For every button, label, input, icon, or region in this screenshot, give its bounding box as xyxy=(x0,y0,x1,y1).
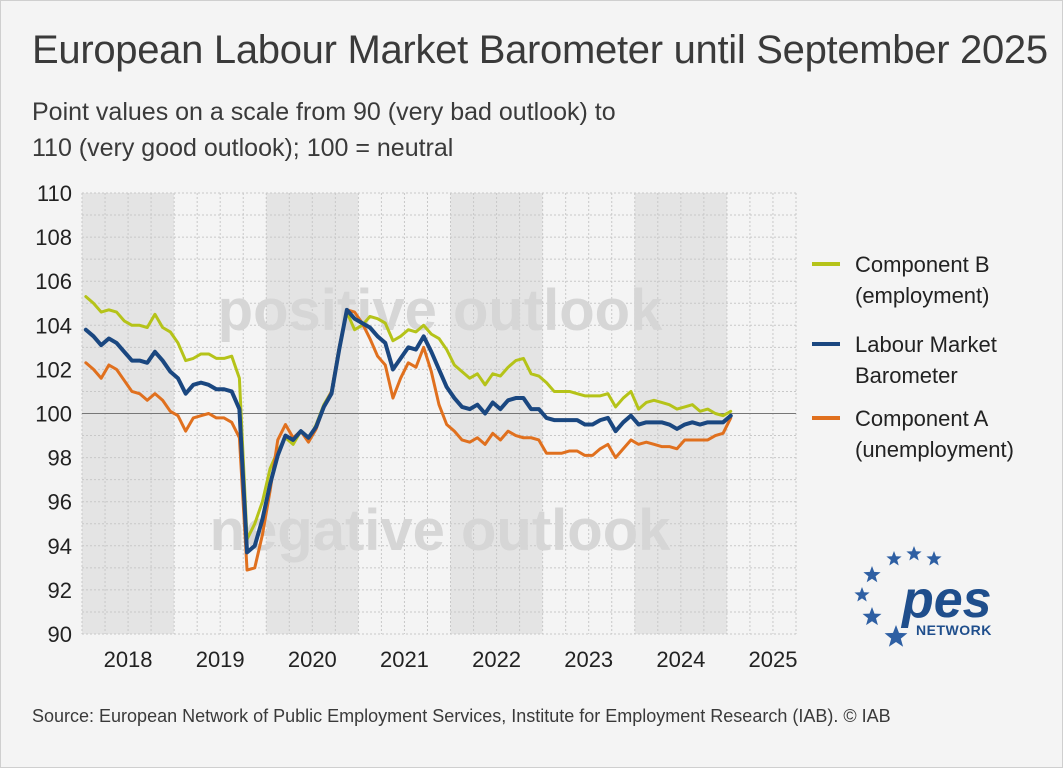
chart-title: European Labour Market Barometer until S… xyxy=(32,28,1048,72)
logo-star xyxy=(926,551,942,566)
y-tick-label: 102 xyxy=(35,357,72,382)
y-tick-label: 110 xyxy=(37,181,72,206)
legend: Component B (employment) Labour Market Baro… xyxy=(812,252,1014,462)
source-note: Source: European Network of Public Emplo… xyxy=(32,706,891,726)
logo-wordmark: pes xyxy=(900,571,992,629)
y-tick-label: 90 xyxy=(48,622,72,647)
pes-network-logo: pes NETWORK xyxy=(854,546,992,647)
y-tick-label: 96 xyxy=(48,490,72,515)
legend-label: Component A xyxy=(855,406,989,431)
legend-label: Labour Market xyxy=(855,332,997,357)
legend-label: Component B xyxy=(855,252,990,277)
y-axis: 90 92 94 96 98 100 102 104 106 108 110 xyxy=(35,181,72,647)
x-tick-label: 2022 xyxy=(472,647,521,672)
x-axis: 2018 2019 2020 2021 2022 2023 2024 2025 xyxy=(104,647,798,672)
logo-star xyxy=(906,546,922,561)
x-tick-label: 2025 xyxy=(748,647,797,672)
x-tick-label: 2021 xyxy=(380,647,429,672)
logo-star xyxy=(884,625,908,647)
y-tick-label: 104 xyxy=(35,313,72,338)
x-tick-label: 2019 xyxy=(196,647,245,672)
logo-subtext: NETWORK xyxy=(916,622,992,638)
series-line xyxy=(84,295,733,541)
legend-label: (employment) xyxy=(855,283,989,308)
x-tick-label: 2020 xyxy=(288,647,337,672)
logo-star xyxy=(862,607,882,626)
series-line xyxy=(84,308,733,572)
positive-outlook-label: positive outlook xyxy=(218,278,663,343)
negative-outlook-label: negative outlook xyxy=(210,498,672,563)
y-tick-label: 100 xyxy=(35,402,72,427)
logo-star xyxy=(886,551,902,566)
y-tick-label: 108 xyxy=(35,225,72,250)
legend-label: (unemployment) xyxy=(855,437,1014,462)
series-line xyxy=(83,307,733,555)
background-labels: positive outlook negative outlook xyxy=(210,278,672,563)
logo-star xyxy=(854,587,870,602)
x-tick-label: 2018 xyxy=(104,647,153,672)
x-tick-label: 2024 xyxy=(656,647,705,672)
series-lines xyxy=(83,295,733,572)
y-tick-label: 106 xyxy=(35,269,72,294)
chart-subtitle: Point values on a scale from 90 (very ba… xyxy=(32,94,732,166)
legend-label: Barometer xyxy=(855,363,958,388)
y-tick-label: 98 xyxy=(48,446,72,471)
logo-star xyxy=(863,566,881,583)
subtitle-line-2: 110 (very good outlook); 100 = neutral xyxy=(32,134,454,162)
x-tick-label: 2023 xyxy=(564,647,613,672)
eu-stars-icon xyxy=(854,546,942,647)
subtitle-line-1: Point values on a scale from 90 (very ba… xyxy=(32,98,616,126)
y-tick-label: 94 xyxy=(48,534,72,559)
y-tick-label: 92 xyxy=(48,578,72,603)
